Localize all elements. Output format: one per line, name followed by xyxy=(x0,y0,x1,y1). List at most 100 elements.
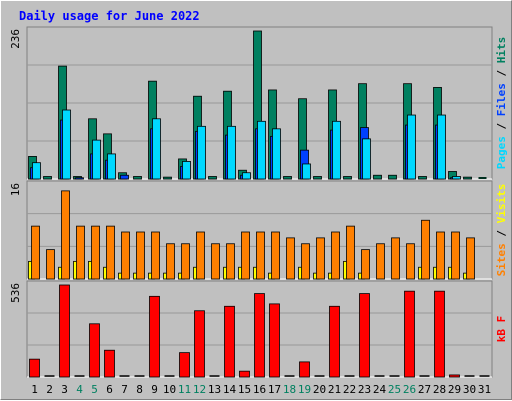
sites-bar xyxy=(151,231,160,280)
x-tick-label: 20 xyxy=(313,383,326,396)
x-tick-label: 1 xyxy=(31,383,38,396)
kbytes-bar xyxy=(404,290,415,378)
pages-bar xyxy=(107,153,116,180)
pages-bar xyxy=(407,114,416,180)
kbytes-bar xyxy=(59,284,70,378)
hits-bar xyxy=(313,176,322,180)
x-tick-label: 30 xyxy=(463,383,476,396)
sites-bar xyxy=(256,231,265,280)
hits-bar xyxy=(343,176,352,180)
x-tick-label: 16 xyxy=(253,383,266,396)
hits-bar xyxy=(43,176,52,180)
hits-bar xyxy=(418,176,427,180)
sites-bar xyxy=(466,237,475,280)
legend-segment: Hits xyxy=(495,37,508,64)
kbytes-bar xyxy=(224,305,235,378)
x-tick-label: 25 xyxy=(388,383,401,396)
pages-bar xyxy=(227,125,236,180)
pages-bar xyxy=(92,139,101,180)
x-tick-label: 23 xyxy=(358,383,371,396)
x-tick-label: 13 xyxy=(208,383,221,396)
sites-bar xyxy=(241,231,250,280)
legend-segment: kB F xyxy=(495,316,508,343)
chart-title: Daily usage for June 2022 xyxy=(19,9,200,23)
sites-bar xyxy=(316,237,325,280)
legend-segment: Pages xyxy=(495,136,508,169)
files-bar xyxy=(75,177,84,180)
kbytes-bar xyxy=(104,349,115,378)
sites-bar xyxy=(31,225,40,280)
x-tick-label: 9 xyxy=(151,383,158,396)
kbytes-bar xyxy=(239,370,250,378)
pages-bar xyxy=(152,118,161,180)
sites-bar xyxy=(421,219,430,280)
kbytes-bar xyxy=(359,293,370,378)
kbytes-bar xyxy=(254,293,265,378)
kbytes-bar xyxy=(29,358,40,378)
sites-bar xyxy=(166,243,175,280)
hits-bar xyxy=(388,174,397,180)
hits-bar xyxy=(283,176,292,180)
legend-label: Pages / Files / Hits xyxy=(495,37,508,170)
x-tick-label: 7 xyxy=(121,383,128,396)
x-tick-label: 2 xyxy=(46,383,53,396)
pages-bar xyxy=(197,125,206,180)
x-tick-label: 19 xyxy=(298,383,311,396)
sites-bar xyxy=(376,243,385,280)
x-tick-label: 18 xyxy=(283,383,296,396)
sites-bar xyxy=(436,231,445,280)
hits-bar xyxy=(133,176,142,180)
x-tick-label: 12 xyxy=(193,383,206,396)
hits-bar xyxy=(373,174,382,180)
kbytes-bar xyxy=(449,374,460,378)
x-tick-label: 5 xyxy=(91,383,98,396)
x-tick-label: 31 xyxy=(478,383,491,396)
legend-segment: / xyxy=(495,63,508,83)
sites-bar xyxy=(46,249,55,280)
x-tick-label: 14 xyxy=(223,383,237,396)
pages-bar xyxy=(362,138,371,180)
sites-bar xyxy=(106,225,115,280)
hits-bar xyxy=(463,176,472,180)
legend-label: kB F xyxy=(495,316,508,343)
x-tick-label: 28 xyxy=(433,383,446,396)
x-tick-label: 8 xyxy=(136,383,143,396)
kbytes-bar xyxy=(149,295,160,378)
y-max-label: 16 xyxy=(9,183,22,196)
sites-bar xyxy=(226,243,235,280)
hits-bar xyxy=(163,176,172,180)
sites-bar xyxy=(121,231,130,280)
pages-bar xyxy=(452,176,461,180)
kbytes-bar xyxy=(434,290,445,378)
sites-bar xyxy=(391,237,400,280)
pages-bar xyxy=(32,162,41,180)
x-tick-label: 29 xyxy=(448,383,461,396)
files-bar xyxy=(120,174,129,180)
sites-bar xyxy=(196,231,205,280)
sites-bar xyxy=(361,249,370,280)
pages-bar xyxy=(62,109,71,180)
sites-bar xyxy=(406,243,415,280)
x-tick-label: 27 xyxy=(418,383,431,396)
sites-bar xyxy=(91,225,100,280)
x-tick-label: 15 xyxy=(238,383,251,396)
sites-bar xyxy=(181,243,190,280)
hits-bar xyxy=(208,176,217,180)
legend-segment: Visits xyxy=(495,184,508,224)
x-tick-label: 11 xyxy=(178,383,191,396)
pages-bar xyxy=(257,120,266,180)
kbytes-bar xyxy=(179,352,190,378)
x-tick-label: 3 xyxy=(61,383,68,396)
sites-bar xyxy=(271,231,280,280)
x-tick-label: 17 xyxy=(268,383,281,396)
sites-bar xyxy=(331,231,340,280)
y-max-label: 236 xyxy=(9,29,22,49)
legend-segment: Files xyxy=(495,83,508,116)
pages-bar xyxy=(437,114,446,180)
x-tick-label: 21 xyxy=(328,383,341,396)
x-tick-label: 24 xyxy=(373,383,387,396)
y-max-label: 536 xyxy=(9,283,22,303)
legend-segment: Sites xyxy=(495,243,508,276)
